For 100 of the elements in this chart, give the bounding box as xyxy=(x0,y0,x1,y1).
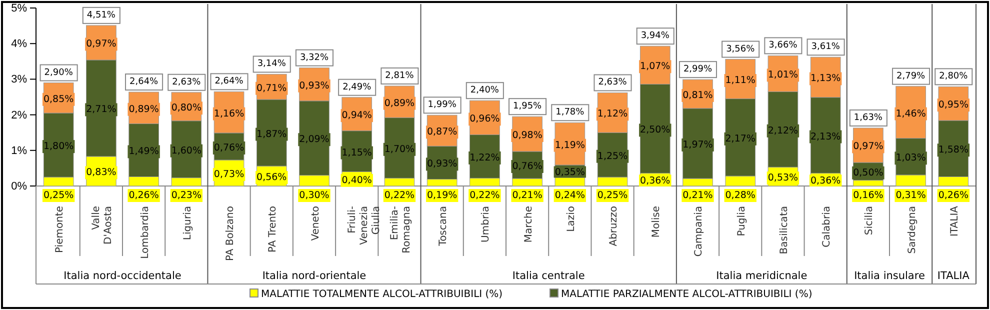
total-label: 3,56% xyxy=(726,44,756,54)
total-label: 4,51% xyxy=(86,10,116,20)
data-label: 0,81% xyxy=(682,90,713,101)
total-label: 3,32% xyxy=(300,52,329,63)
data-label: 1,97% xyxy=(682,139,713,150)
data-label: 1,19% xyxy=(554,140,586,151)
data-label: 1,01% xyxy=(768,70,798,81)
text: Italia nord-occidentale xyxy=(64,270,182,282)
total-label: 3,94% xyxy=(640,31,670,42)
y-tick-label: 5% xyxy=(11,2,28,15)
total-label: 2,90% xyxy=(44,68,74,78)
data-label: 0,31% xyxy=(896,190,926,201)
data-label: 0,25% xyxy=(597,190,628,201)
data-label: 0,96% xyxy=(470,114,500,125)
data-label: 0,76% xyxy=(512,160,542,172)
data-label: 2,12% xyxy=(768,125,798,136)
data-label: 1,60% xyxy=(171,145,202,156)
total-label: 1,95% xyxy=(513,102,542,112)
data-label: 1,03% xyxy=(896,152,926,164)
x-tick-label: ITALIA xyxy=(949,206,960,236)
data-label: 0,94% xyxy=(342,110,372,122)
data-label: 0,97% xyxy=(853,141,884,152)
x-tick-label: Puglia xyxy=(736,206,748,236)
data-label: 0,30% xyxy=(299,190,330,201)
data-label: 2,13% xyxy=(810,131,841,142)
x-tick-label: Molise xyxy=(651,206,662,238)
total-label: 2,64% xyxy=(130,77,159,88)
data-label: 0,25% xyxy=(43,190,74,201)
data-label: 0,71% xyxy=(256,82,287,94)
data-label: 0,97% xyxy=(86,38,116,50)
x-tick-label: Friuli-Venezia Giulia xyxy=(346,206,382,245)
x-tick-label: Calabria xyxy=(822,206,833,248)
x-tick-label: Campania xyxy=(694,206,705,257)
x-tick-label: Lombardia xyxy=(140,206,151,259)
data-label: 1,46% xyxy=(896,108,926,120)
data-label: 0,26% xyxy=(938,190,969,201)
data-label: 1,49% xyxy=(128,146,159,158)
data-label: 1,16% xyxy=(214,108,244,120)
x-tick-label: PA Bolzano xyxy=(225,206,236,261)
data-label: 0,36% xyxy=(640,176,670,187)
total-label: 2,63% xyxy=(172,77,202,88)
total-label: 2,64% xyxy=(214,76,244,87)
data-label: 0,87% xyxy=(426,126,458,138)
legend-label: MALATTIE TOTALMENTE ALCOL-ATTRIBUIBILI (%) xyxy=(261,289,503,300)
data-label: 0,23% xyxy=(171,190,202,201)
data-label: 2,71% xyxy=(86,104,116,116)
total-label: 3,61% xyxy=(811,42,840,52)
x-tick-label: Veneto xyxy=(310,206,322,241)
total-label: 2,40% xyxy=(470,86,500,96)
data-label: 0,36% xyxy=(810,176,841,187)
data-label: 1,58% xyxy=(938,144,969,156)
text: Italia meridicnale xyxy=(716,270,808,282)
total-label: 3,14% xyxy=(257,59,286,70)
data-label: 0,16% xyxy=(853,190,884,201)
data-label: 0,93% xyxy=(299,80,330,92)
x-tick-label: Sicilia xyxy=(864,206,876,236)
data-label: 0,50% xyxy=(853,167,884,178)
total-label: 1,63% xyxy=(854,112,883,123)
total-label: 2,99% xyxy=(683,64,712,75)
data-label: 0,35% xyxy=(554,167,586,178)
total-label: 1,99% xyxy=(428,100,457,110)
data-label: 0,53% xyxy=(768,172,798,184)
text: Italia nord-orientale xyxy=(262,270,366,282)
data-label: 0,56% xyxy=(256,172,287,184)
x-tick-label: Emilia-Romagna xyxy=(389,206,412,254)
x-tick-label: Sardegna xyxy=(906,206,918,254)
y-tick-label: 1% xyxy=(11,144,28,157)
y-tick-label: 4% xyxy=(11,38,28,50)
x-tick-label: Toscana xyxy=(438,206,450,247)
data-label: 0,22% xyxy=(384,190,415,201)
total-label: 2,63% xyxy=(598,78,628,88)
data-label: 0,93% xyxy=(426,158,458,170)
data-label: 0,89% xyxy=(128,104,159,115)
data-label: 1,25% xyxy=(597,150,628,162)
data-label: 0,26% xyxy=(128,190,159,201)
total-label: 2,49% xyxy=(342,82,372,92)
x-tick-label: Lazio xyxy=(566,206,577,232)
x-tick-label: Abruzzo xyxy=(608,206,620,246)
text: Italia centrale xyxy=(512,270,585,282)
data-label: 0,40% xyxy=(342,174,372,186)
data-label: 1,87% xyxy=(256,128,287,140)
data-label: 0,76% xyxy=(214,142,244,154)
data-label: 0,24% xyxy=(554,190,586,201)
data-label: 0,85% xyxy=(43,94,74,105)
x-tick-label: Valle D'Aosta xyxy=(91,206,114,244)
data-label: 1,80% xyxy=(43,141,74,152)
data-label: 0,83% xyxy=(86,167,116,178)
data-label: 0,95% xyxy=(938,100,969,111)
x-tick-label: Liguria xyxy=(182,206,194,240)
total-label: 2,79% xyxy=(896,71,926,82)
data-label: 0,19% xyxy=(426,190,458,201)
data-label: 2,17% xyxy=(725,133,756,144)
x-tick-label: Piemonte xyxy=(54,206,66,254)
x-tick-label: PA Trento xyxy=(268,206,279,252)
data-label: 1,07% xyxy=(640,61,670,72)
data-label: 0,73% xyxy=(214,169,244,180)
data-label: 2,09% xyxy=(299,134,330,146)
total-label: 2,81% xyxy=(385,70,414,81)
data-label: 2,50% xyxy=(640,124,670,136)
data-label: 1,12% xyxy=(597,108,628,120)
